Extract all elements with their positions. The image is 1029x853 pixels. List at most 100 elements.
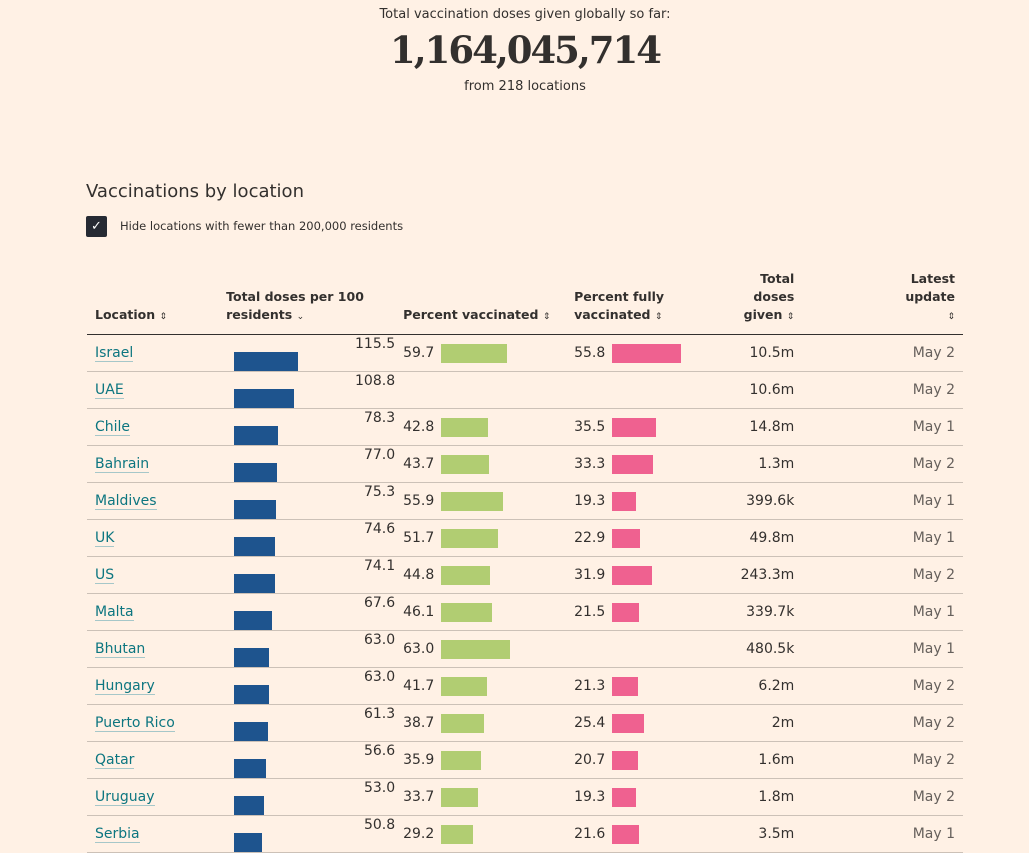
pct-vaccinated-bar xyxy=(441,676,487,696)
location-link[interactable]: Hungary xyxy=(95,678,155,695)
doses-per-100-value: 50.8 xyxy=(363,816,396,833)
table-row: UK 74.6 51.7 22.9 49.8m May 1 xyxy=(87,519,963,557)
doses-per-100-bar xyxy=(234,536,276,556)
pct-vaccinated-value: 29.2 xyxy=(403,826,435,842)
table-row: Malta 67.6 46.1 21.5 339.7k May 1 xyxy=(87,593,963,631)
doses-per-100-value: 74.1 xyxy=(363,557,396,574)
pct-vaccinated-bar xyxy=(441,454,490,474)
pct-fully-value: 21.6 xyxy=(574,826,606,842)
pct-vaccinated-value: 43.7 xyxy=(403,456,435,472)
doses-per-100-cell: 53.0 xyxy=(218,778,396,816)
column-header-pct-vaccinated[interactable]: Percent vaccinated ⇕ xyxy=(395,270,567,335)
column-header-pct-fully[interactable]: Percent fully vaccinated ⇕ xyxy=(566,270,733,335)
location-cell: Hungary xyxy=(87,667,219,705)
table-row: Bhutan 63.0 63.0 480.5k May 1 xyxy=(87,630,963,668)
location-link[interactable]: Bahrain xyxy=(95,456,150,473)
pct-fully-bar xyxy=(612,750,638,770)
pct-vaccinated-cell: 55.9 xyxy=(395,482,567,520)
pct-fully-value: 25.4 xyxy=(574,715,606,731)
doses-per-100-bar xyxy=(234,795,264,815)
location-link[interactable]: US xyxy=(95,567,115,584)
doses-per-100-cell: 63.0 xyxy=(218,630,396,668)
pct-vaccinated-value: 38.7 xyxy=(403,715,435,731)
pct-vaccinated-value: 35.9 xyxy=(403,752,435,768)
location-cell: UAE xyxy=(87,371,219,409)
pct-vaccinated-cell: 42.8 xyxy=(395,408,567,446)
table-row: Uruguay 53.0 33.7 19.3 1.8m May 2 xyxy=(87,778,963,816)
pct-fully-cell: 25.4 xyxy=(566,704,733,742)
doses-per-100-cell: 67.6 xyxy=(218,593,396,631)
location-link[interactable]: UK xyxy=(95,530,115,547)
pct-vaccinated-bar xyxy=(441,750,481,770)
location-link[interactable]: Puerto Rico xyxy=(95,715,175,732)
pct-vaccinated-value: 51.7 xyxy=(403,530,435,546)
location-link[interactable]: Malta xyxy=(95,604,134,621)
pct-vaccinated-value: 42.8 xyxy=(403,419,435,435)
location-link[interactable]: Qatar xyxy=(95,752,135,769)
doses-per-100-bar xyxy=(234,832,263,852)
latest-update-cell: May 1 xyxy=(897,630,963,668)
pct-vaccinated-value: 59.7 xyxy=(403,345,435,361)
pct-fully-cell: 35.5 xyxy=(566,408,733,446)
doses-per-100-value: 56.6 xyxy=(363,742,396,759)
doses-per-100-value: 75.3 xyxy=(363,483,396,500)
location-link[interactable]: Maldives xyxy=(95,493,157,510)
doses-per-100-cell: 75.3 xyxy=(218,482,396,520)
doses-per-100-cell: 56.6 xyxy=(218,741,396,779)
pct-fully-bar xyxy=(612,528,641,548)
doses-per-100-value: 77.0 xyxy=(363,446,396,463)
sort-icon: ⇕ xyxy=(159,312,168,322)
pct-fully-bar xyxy=(612,602,639,622)
pct-vaccinated-cell: 51.7 xyxy=(395,519,567,557)
location-cell: Maldives xyxy=(87,482,219,520)
location-link[interactable]: Israel xyxy=(95,345,134,362)
hide-small-locations-checkbox[interactable]: ✓ xyxy=(86,216,107,237)
doses-per-100-value: 115.5 xyxy=(355,335,396,352)
pct-fully-cell: 22.9 xyxy=(566,519,733,557)
total-doses-cell: 399.6k xyxy=(732,482,898,520)
location-link[interactable]: UAE xyxy=(95,382,124,399)
doses-per-100-cell: 74.6 xyxy=(218,519,396,557)
pct-vaccinated-bar xyxy=(441,639,511,659)
column-header-doses-per-100[interactable]: Total doses per 100 residents ⌄ xyxy=(218,270,396,335)
doses-per-100-value: 74.6 xyxy=(363,520,396,537)
total-doses-cell: 10.6m xyxy=(732,371,898,409)
column-header-total-doses[interactable]: Total doses given ⇕ xyxy=(732,270,898,335)
table-row: Puerto Rico 61.3 38.7 25.4 2m May 2 xyxy=(87,704,963,742)
total-doses-cell: 339.7k xyxy=(732,593,898,631)
pct-vaccinated-value: 46.1 xyxy=(403,604,435,620)
pct-vaccinated-bar xyxy=(441,343,507,363)
column-header-latest-update[interactable]: Latest update ⇕ xyxy=(897,270,963,335)
column-header-location[interactable]: Location ⇕ xyxy=(87,270,219,335)
pct-fully-bar xyxy=(612,824,639,844)
location-cell: Israel xyxy=(87,334,219,372)
doses-per-100-cell: 108.8 xyxy=(218,371,396,409)
pct-fully-bar xyxy=(612,454,654,474)
pct-fully-bar xyxy=(612,417,657,437)
pct-vaccinated-cell: 63.0 xyxy=(395,630,567,668)
vaccinations-table: Location ⇕ Total doses per 100 residents… xyxy=(87,270,963,853)
pct-fully-value: 21.5 xyxy=(574,604,606,620)
doses-per-100-cell: 61.3 xyxy=(218,704,396,742)
doses-per-100-bar xyxy=(234,610,272,630)
pct-fully-cell: 21.6 xyxy=(566,815,733,853)
pct-vaccinated-cell: 38.7 xyxy=(395,704,567,742)
table-row: UAE 108.8 10.6m May 2 xyxy=(87,371,963,409)
latest-update-cell: May 2 xyxy=(897,667,963,705)
sort-icon: ⇕ xyxy=(654,312,663,322)
location-link[interactable]: Chile xyxy=(95,419,131,436)
doses-per-100-value: 61.3 xyxy=(363,705,396,722)
table-row: Israel 115.5 59.7 55.8 10.5m May 2 xyxy=(87,334,963,372)
location-link[interactable]: Uruguay xyxy=(95,789,155,806)
doses-per-100-bar xyxy=(234,425,278,445)
table-row: US 74.1 44.8 31.9 243.3m May 2 xyxy=(87,556,963,594)
checkbox-label[interactable]: Hide locations with fewer than 200,000 r… xyxy=(120,219,404,233)
pct-fully-bar xyxy=(612,713,644,733)
pct-fully-value: 33.3 xyxy=(574,456,606,472)
table-row: Chile 78.3 42.8 35.5 14.8m May 1 xyxy=(87,408,963,446)
total-doses-cell: 1.8m xyxy=(732,778,898,816)
pct-vaccinated-value: 33.7 xyxy=(403,789,435,805)
pct-fully-bar xyxy=(612,565,652,585)
location-link[interactable]: Bhutan xyxy=(95,641,146,658)
pct-vaccinated-bar xyxy=(441,713,484,733)
